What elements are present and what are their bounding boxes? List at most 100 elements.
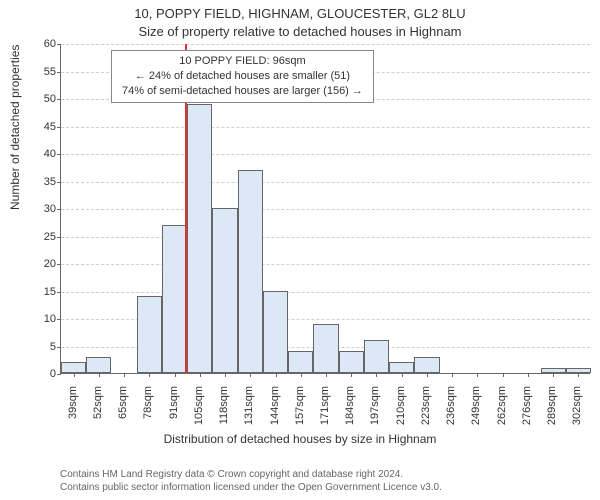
x-tick-mark <box>402 373 403 377</box>
x-tick-label: 52sqm <box>92 386 104 446</box>
histogram-bar <box>288 351 313 373</box>
x-tick-label: 39sqm <box>67 386 79 446</box>
y-tick-mark <box>57 237 61 238</box>
y-tick-mark <box>57 99 61 100</box>
annotation-box: 10 POPPY FIELD: 96sqm ← 24% of detached … <box>111 50 374 103</box>
chart-title-address: 10, POPPY FIELD, HIGHNAM, GLOUCESTER, GL… <box>0 6 600 21</box>
y-tick-label: 45 <box>16 121 56 133</box>
y-tick-label: 55 <box>16 66 56 78</box>
y-tick-label: 60 <box>16 38 56 50</box>
x-tick-mark <box>225 373 226 377</box>
x-tick-mark <box>250 373 251 377</box>
x-tick-label: 184sqm <box>344 386 356 446</box>
x-tick-label: 105sqm <box>193 386 205 446</box>
gridline <box>61 182 590 183</box>
histogram-bar <box>263 291 288 374</box>
y-tick-label: 50 <box>16 93 56 105</box>
x-tick-mark <box>276 373 277 377</box>
x-tick-label: 171sqm <box>319 386 331 446</box>
y-tick-label: 5 <box>16 341 56 353</box>
x-tick-label: 144sqm <box>269 386 281 446</box>
y-tick-mark <box>57 72 61 73</box>
x-tick-label: 210sqm <box>395 386 407 446</box>
histogram-bar <box>364 340 389 373</box>
x-tick-label: 249sqm <box>470 386 482 446</box>
gridline <box>61 209 590 210</box>
gridline <box>61 237 590 238</box>
x-tick-mark <box>351 373 352 377</box>
x-tick-label: 262sqm <box>496 386 508 446</box>
x-tick-label: 65sqm <box>117 386 129 446</box>
gridline <box>61 154 590 155</box>
annotation-line1: 10 POPPY FIELD: 96sqm <box>122 54 363 69</box>
x-tick-label: 289sqm <box>546 386 558 446</box>
x-tick-mark <box>149 373 150 377</box>
x-tick-label: 78sqm <box>142 386 154 446</box>
plot-area: 10 POPPY FIELD: 96sqm ← 24% of detached … <box>60 44 590 374</box>
x-tick-mark <box>427 373 428 377</box>
histogram-bar <box>212 208 237 373</box>
attribution-line1: Contains HM Land Registry data © Crown c… <box>60 468 590 481</box>
histogram-bar <box>414 357 439 374</box>
gridline <box>61 264 590 265</box>
y-tick-mark <box>57 182 61 183</box>
y-tick-mark <box>57 347 61 348</box>
annotation-line2: ← 24% of detached houses are smaller (51… <box>122 69 363 84</box>
x-tick-mark <box>175 373 176 377</box>
x-tick-mark <box>326 373 327 377</box>
x-tick-mark <box>528 373 529 377</box>
x-tick-label: 223sqm <box>420 386 432 446</box>
chart-container: 10, POPPY FIELD, HIGHNAM, GLOUCESTER, GL… <box>0 0 600 500</box>
x-tick-label: 118sqm <box>218 386 230 446</box>
y-tick-mark <box>57 154 61 155</box>
x-tick-mark <box>477 373 478 377</box>
y-tick-label: 15 <box>16 286 56 298</box>
x-tick-mark <box>503 373 504 377</box>
histogram-bar <box>86 357 111 374</box>
y-tick-label: 10 <box>16 313 56 325</box>
histogram-bar <box>313 324 338 374</box>
gridline <box>61 44 590 45</box>
x-tick-mark <box>376 373 377 377</box>
attribution-line2: Contains public sector information licen… <box>60 481 590 494</box>
x-tick-mark <box>553 373 554 377</box>
x-tick-label: 302sqm <box>571 386 583 446</box>
x-tick-mark <box>74 373 75 377</box>
y-tick-label: 40 <box>16 148 56 160</box>
gridline <box>61 292 590 293</box>
x-tick-mark <box>452 373 453 377</box>
y-tick-label: 0 <box>16 368 56 380</box>
histogram-bar <box>61 362 86 373</box>
x-tick-mark <box>200 373 201 377</box>
y-tick-mark <box>57 127 61 128</box>
histogram-bar <box>187 104 212 374</box>
x-tick-label: 197sqm <box>369 386 381 446</box>
y-tick-label: 20 <box>16 258 56 270</box>
x-tick-mark <box>301 373 302 377</box>
y-tick-mark <box>57 209 61 210</box>
histogram-bar <box>389 362 414 373</box>
x-tick-label: 157sqm <box>294 386 306 446</box>
y-tick-mark <box>57 292 61 293</box>
annotation-line3: 74% of semi-detached houses are larger (… <box>122 84 363 99</box>
y-tick-mark <box>57 44 61 45</box>
x-tick-label: 276sqm <box>521 386 533 446</box>
y-tick-mark <box>57 319 61 320</box>
chart-subtitle: Size of property relative to detached ho… <box>0 24 600 39</box>
attribution-text: Contains HM Land Registry data © Crown c… <box>60 468 590 494</box>
histogram-bar <box>339 351 364 373</box>
x-tick-label: 236sqm <box>445 386 457 446</box>
y-tick-label: 30 <box>16 203 56 215</box>
histogram-bar <box>238 170 263 374</box>
histogram-bar <box>162 225 187 374</box>
x-tick-mark <box>124 373 125 377</box>
y-tick-mark <box>57 264 61 265</box>
x-tick-mark <box>578 373 579 377</box>
x-tick-label: 131sqm <box>243 386 255 446</box>
x-tick-mark <box>99 373 100 377</box>
histogram-bar <box>137 296 162 373</box>
x-tick-label: 91sqm <box>168 386 180 446</box>
y-tick-label: 25 <box>16 231 56 243</box>
y-tick-mark <box>57 374 61 375</box>
gridline <box>61 127 590 128</box>
